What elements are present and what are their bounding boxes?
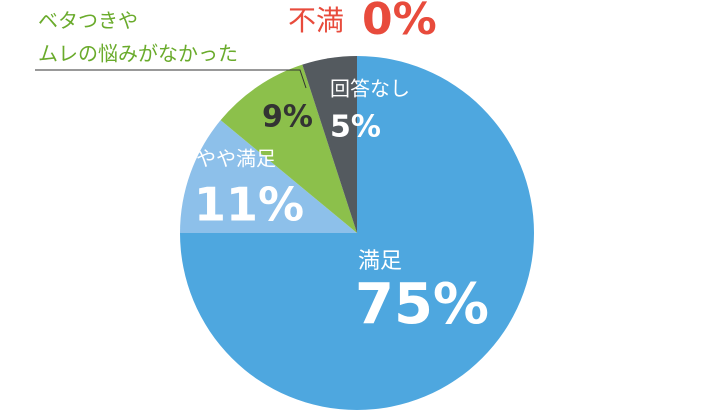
value-label: 5% <box>330 110 381 145</box>
value-label: 9% <box>262 100 313 135</box>
pie-slice <box>302 56 357 233</box>
category-label: ベタつきや <box>38 9 138 33</box>
category-label: 回答なし <box>330 77 410 101</box>
value-label: 75% <box>355 272 489 337</box>
value-label: 0% <box>362 0 437 45</box>
pie-slice <box>220 64 357 233</box>
leader-line <box>35 69 307 89</box>
category-label: やや満足 <box>196 147 276 171</box>
category-label: ムレの悩みがなかった <box>38 42 238 66</box>
pie-slice <box>180 120 357 233</box>
value-label: 11% <box>194 178 304 232</box>
category-label: 不満 <box>288 4 344 37</box>
category-label: 満足 <box>358 249 402 274</box>
